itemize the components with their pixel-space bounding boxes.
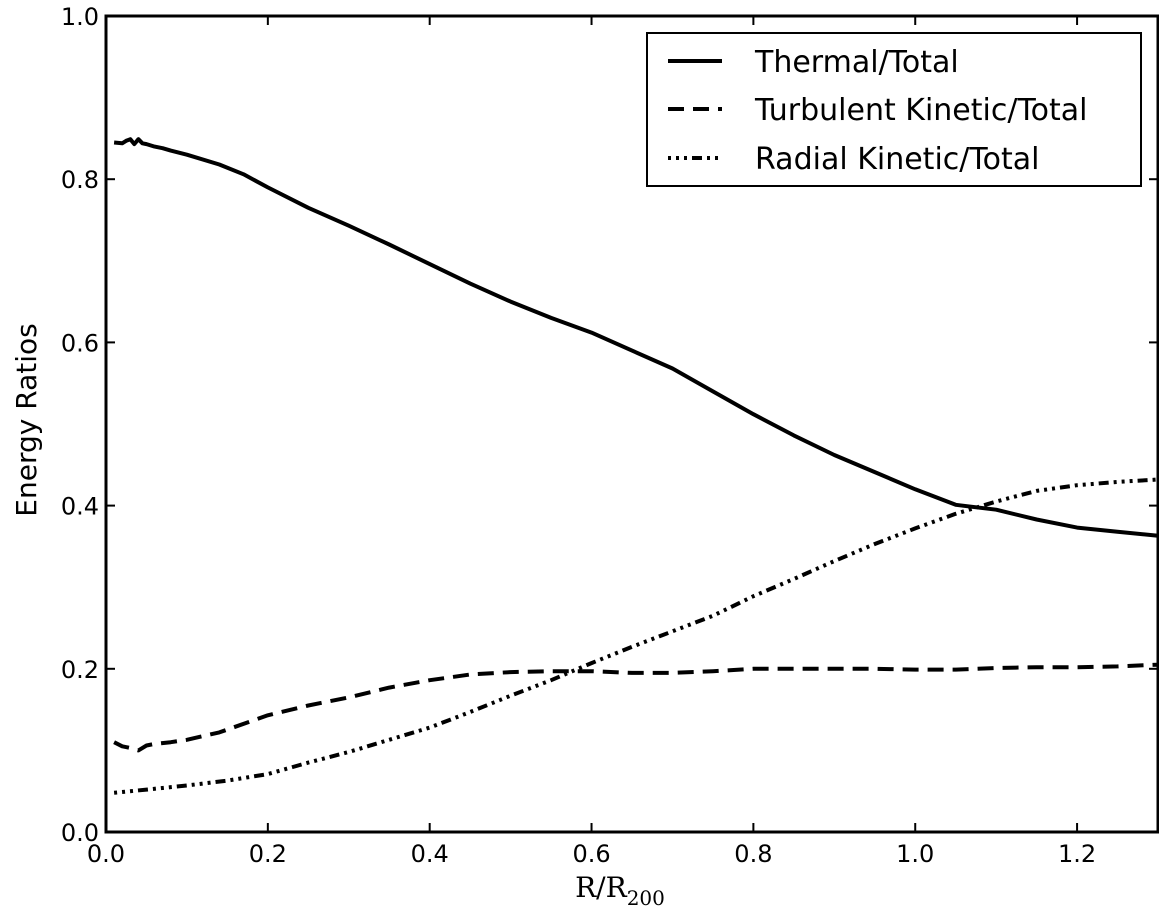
y-tick-label: 0.4 — [61, 493, 99, 521]
radial-kinetic-line — [113, 477, 1159, 795]
y-tick-label: 0.6 — [61, 329, 99, 357]
y-tick-label: 1.0 — [61, 3, 99, 31]
x-axis-title: R/R200 — [575, 871, 665, 910]
x-tick-label: 0.0 — [87, 840, 125, 868]
y-tick-label: 0.0 — [61, 819, 99, 847]
x-tick-label: 1.2 — [1058, 840, 1096, 868]
axis-tick-labels: 0.0 0.2 0.4 0.6 0.8 1.0 1.2 0.0 0.2 0.4 0.6 0.8 1.0 — [61, 3, 1096, 868]
legend-label-radial: Radial Kinetic/Total — [755, 142, 1039, 177]
y-tick-label: 0.2 — [61, 656, 99, 684]
legend-label-turbulent: Turbulent Kinetic/Total — [754, 93, 1088, 128]
legend-label-thermal: Thermal/Total — [754, 45, 959, 80]
x-tick-label: 0.2 — [249, 840, 287, 868]
plot-frame — [104, 14, 1159, 834]
thermal-line — [113, 137, 1159, 538]
x-tick-label: 1.0 — [896, 840, 934, 868]
y-tick-label: 0.8 — [61, 166, 99, 194]
x-axis-title-main: R/R — [575, 871, 628, 904]
x-tick-label: 0.8 — [734, 840, 772, 868]
series-lines — [113, 137, 1159, 795]
axis-ticks — [105, 15, 1158, 833]
legend: Thermal/Total Turbulent Kinetic/Total Ra… — [646, 32, 1142, 187]
x-axis-title-subscript: 200 — [627, 886, 665, 910]
legend-box — [646, 32, 1142, 187]
y-axis-title: Energy Ratios — [10, 323, 43, 516]
x-tick-label: 0.4 — [411, 840, 449, 868]
turbulent-kinetic-line — [113, 662, 1159, 753]
x-tick-label: 0.6 — [572, 840, 610, 868]
